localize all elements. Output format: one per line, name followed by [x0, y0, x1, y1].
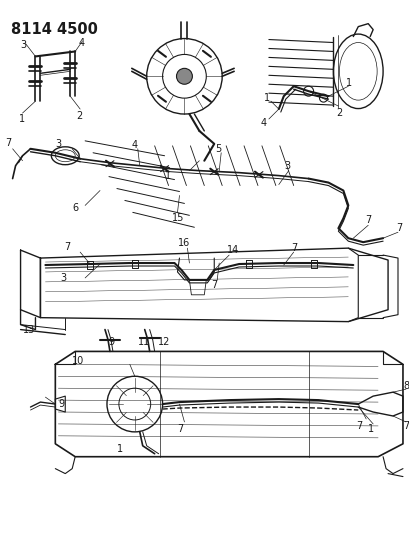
Text: 7: 7	[395, 223, 401, 233]
Text: 7: 7	[64, 242, 70, 252]
Text: 7: 7	[211, 280, 217, 290]
Text: 7: 7	[402, 421, 408, 431]
Text: 4: 4	[131, 140, 137, 150]
Text: 8114 4500: 8114 4500	[11, 22, 97, 37]
Text: 3: 3	[20, 39, 27, 50]
Text: 2: 2	[76, 111, 82, 121]
Text: 3: 3	[60, 273, 66, 283]
Text: 1: 1	[117, 444, 123, 454]
Text: 8: 8	[402, 381, 408, 391]
Text: 7: 7	[177, 424, 183, 434]
Text: 11: 11	[137, 337, 150, 348]
Text: 7: 7	[364, 215, 371, 225]
Text: 1: 1	[367, 424, 373, 434]
Text: 3: 3	[284, 160, 290, 171]
Text: 4: 4	[260, 118, 266, 128]
Text: 1: 1	[164, 171, 170, 181]
Text: 12: 12	[157, 337, 170, 348]
Text: 9: 9	[108, 337, 114, 348]
Text: 16: 16	[177, 238, 189, 248]
Text: 7: 7	[290, 243, 296, 253]
Text: 2: 2	[336, 108, 342, 118]
Text: 1: 1	[18, 114, 25, 124]
Circle shape	[176, 68, 192, 84]
Text: 1: 1	[346, 78, 352, 88]
Text: 15: 15	[171, 213, 184, 223]
Text: 7: 7	[6, 138, 12, 148]
Text: 1: 1	[263, 93, 270, 103]
Text: 5: 5	[215, 144, 221, 154]
Text: 14: 14	[227, 245, 239, 255]
Text: 9: 9	[58, 399, 64, 409]
Text: 4: 4	[78, 37, 84, 47]
Text: 10: 10	[72, 357, 84, 366]
Text: 6: 6	[72, 204, 78, 213]
Text: 3: 3	[55, 139, 61, 149]
Text: 13: 13	[22, 325, 35, 335]
Text: 7: 7	[355, 421, 362, 431]
